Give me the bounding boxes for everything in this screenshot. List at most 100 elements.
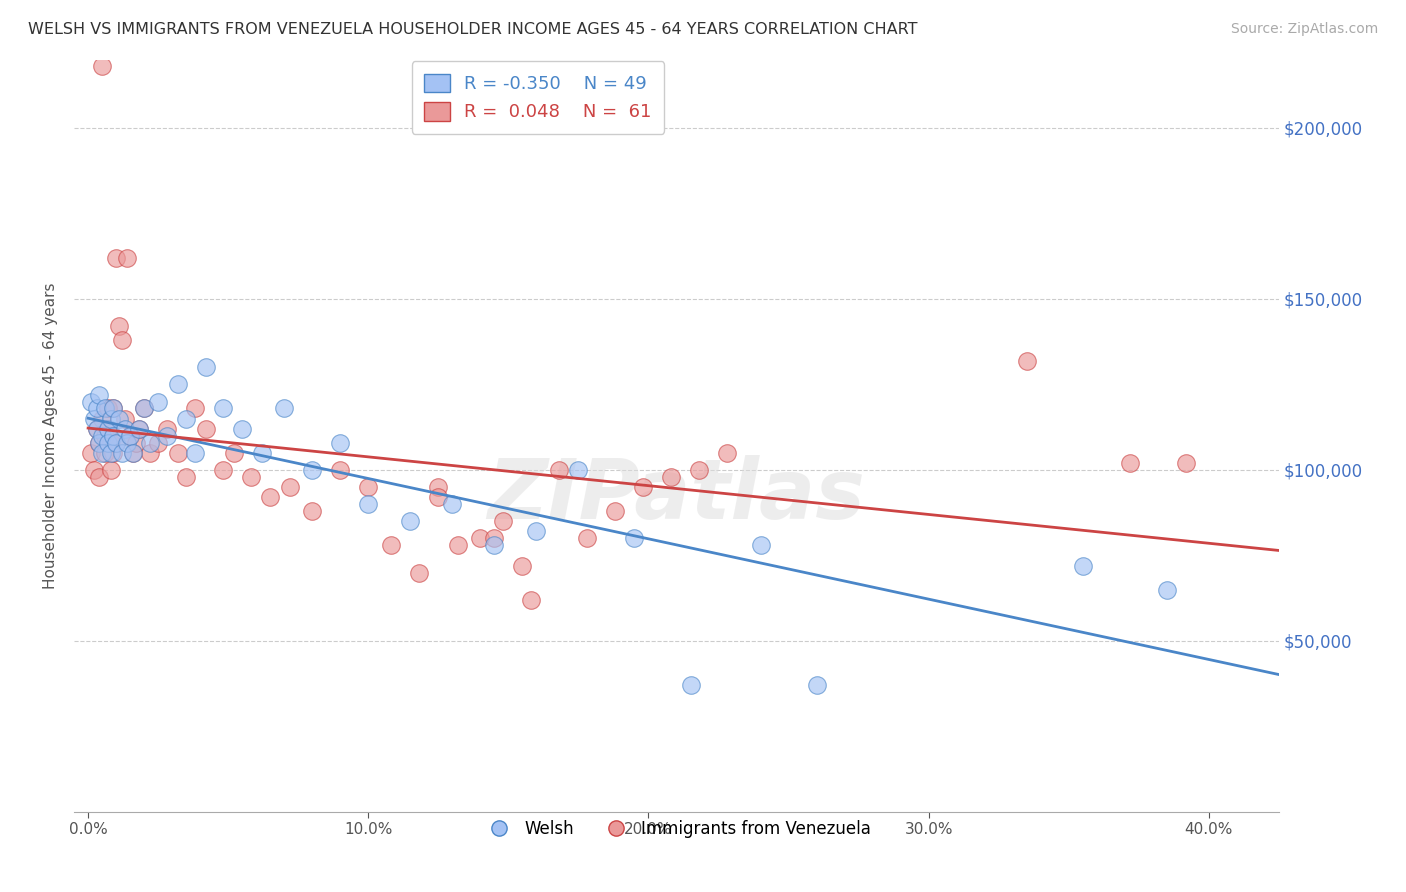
Point xyxy=(716,446,738,460)
Y-axis label: Householder Income Ages 45 - 64 years: Householder Income Ages 45 - 64 years xyxy=(44,283,58,589)
Point xyxy=(100,463,122,477)
Point xyxy=(97,422,120,436)
Point xyxy=(1156,582,1178,597)
Point xyxy=(166,377,188,392)
Point xyxy=(301,504,323,518)
Point xyxy=(80,446,103,460)
Point xyxy=(97,435,120,450)
Point xyxy=(94,428,117,442)
Point xyxy=(623,531,645,545)
Point xyxy=(427,490,450,504)
Point xyxy=(1015,353,1038,368)
Point xyxy=(679,678,702,692)
Point xyxy=(512,558,534,573)
Text: Source: ZipAtlas.com: Source: ZipAtlas.com xyxy=(1230,22,1378,37)
Point xyxy=(86,401,108,416)
Point xyxy=(103,428,125,442)
Point xyxy=(688,463,710,477)
Point xyxy=(301,463,323,477)
Point xyxy=(114,411,136,425)
Point xyxy=(484,531,506,545)
Point xyxy=(603,504,626,518)
Point xyxy=(470,531,492,545)
Point xyxy=(108,411,131,425)
Point xyxy=(174,411,197,425)
Point xyxy=(250,446,273,460)
Point xyxy=(86,422,108,436)
Point xyxy=(547,463,569,477)
Point xyxy=(100,435,122,450)
Point xyxy=(122,446,145,460)
Point xyxy=(526,524,548,539)
Point xyxy=(239,469,262,483)
Point xyxy=(114,422,136,436)
Point xyxy=(91,428,114,442)
Point xyxy=(134,401,156,416)
Text: ZIPatlas: ZIPatlas xyxy=(488,456,866,536)
Point xyxy=(105,435,128,450)
Point xyxy=(659,469,682,483)
Point xyxy=(273,401,295,416)
Point xyxy=(83,463,105,477)
Point xyxy=(105,251,128,265)
Point xyxy=(120,428,142,442)
Point xyxy=(89,435,111,450)
Point xyxy=(166,446,188,460)
Point xyxy=(329,435,352,450)
Point xyxy=(117,435,139,450)
Point xyxy=(89,469,111,483)
Point xyxy=(91,411,114,425)
Point xyxy=(89,387,111,401)
Point xyxy=(380,538,402,552)
Point xyxy=(134,401,156,416)
Point xyxy=(194,360,217,375)
Text: WELSH VS IMMIGRANTS FROM VENEZUELA HOUSEHOLDER INCOME AGES 45 - 64 YEARS CORRELA: WELSH VS IMMIGRANTS FROM VENEZUELA HOUSE… xyxy=(28,22,918,37)
Point xyxy=(749,538,772,552)
Point xyxy=(631,480,654,494)
Point xyxy=(1119,456,1142,470)
Point xyxy=(97,422,120,436)
Point xyxy=(222,446,245,460)
Point xyxy=(139,446,162,460)
Point xyxy=(83,411,105,425)
Point xyxy=(174,469,197,483)
Point xyxy=(111,446,134,460)
Point xyxy=(103,446,125,460)
Point xyxy=(447,538,470,552)
Point xyxy=(94,401,117,416)
Point xyxy=(399,514,422,528)
Point xyxy=(120,428,142,442)
Point xyxy=(259,490,281,504)
Point xyxy=(329,463,352,477)
Point xyxy=(520,593,543,607)
Point xyxy=(100,446,122,460)
Point xyxy=(183,401,205,416)
Point xyxy=(128,422,150,436)
Legend: Welsh, Immigrants from Venezuela: Welsh, Immigrants from Venezuela xyxy=(475,814,877,845)
Point xyxy=(211,463,233,477)
Point xyxy=(139,435,162,450)
Point xyxy=(194,422,217,436)
Point xyxy=(86,422,108,436)
Point xyxy=(108,319,131,334)
Point xyxy=(128,422,150,436)
Point xyxy=(1071,558,1094,573)
Point xyxy=(183,446,205,460)
Point xyxy=(492,514,515,528)
Point xyxy=(357,497,380,511)
Point xyxy=(125,435,148,450)
Point xyxy=(155,422,177,436)
Point xyxy=(117,251,139,265)
Point xyxy=(1175,456,1198,470)
Point xyxy=(91,446,114,460)
Point xyxy=(111,333,134,347)
Point xyxy=(146,435,169,450)
Point xyxy=(155,428,177,442)
Point xyxy=(806,678,828,692)
Point xyxy=(278,480,301,494)
Point xyxy=(427,480,450,494)
Point xyxy=(100,411,122,425)
Point xyxy=(484,538,506,552)
Point xyxy=(146,394,169,409)
Point xyxy=(122,446,145,460)
